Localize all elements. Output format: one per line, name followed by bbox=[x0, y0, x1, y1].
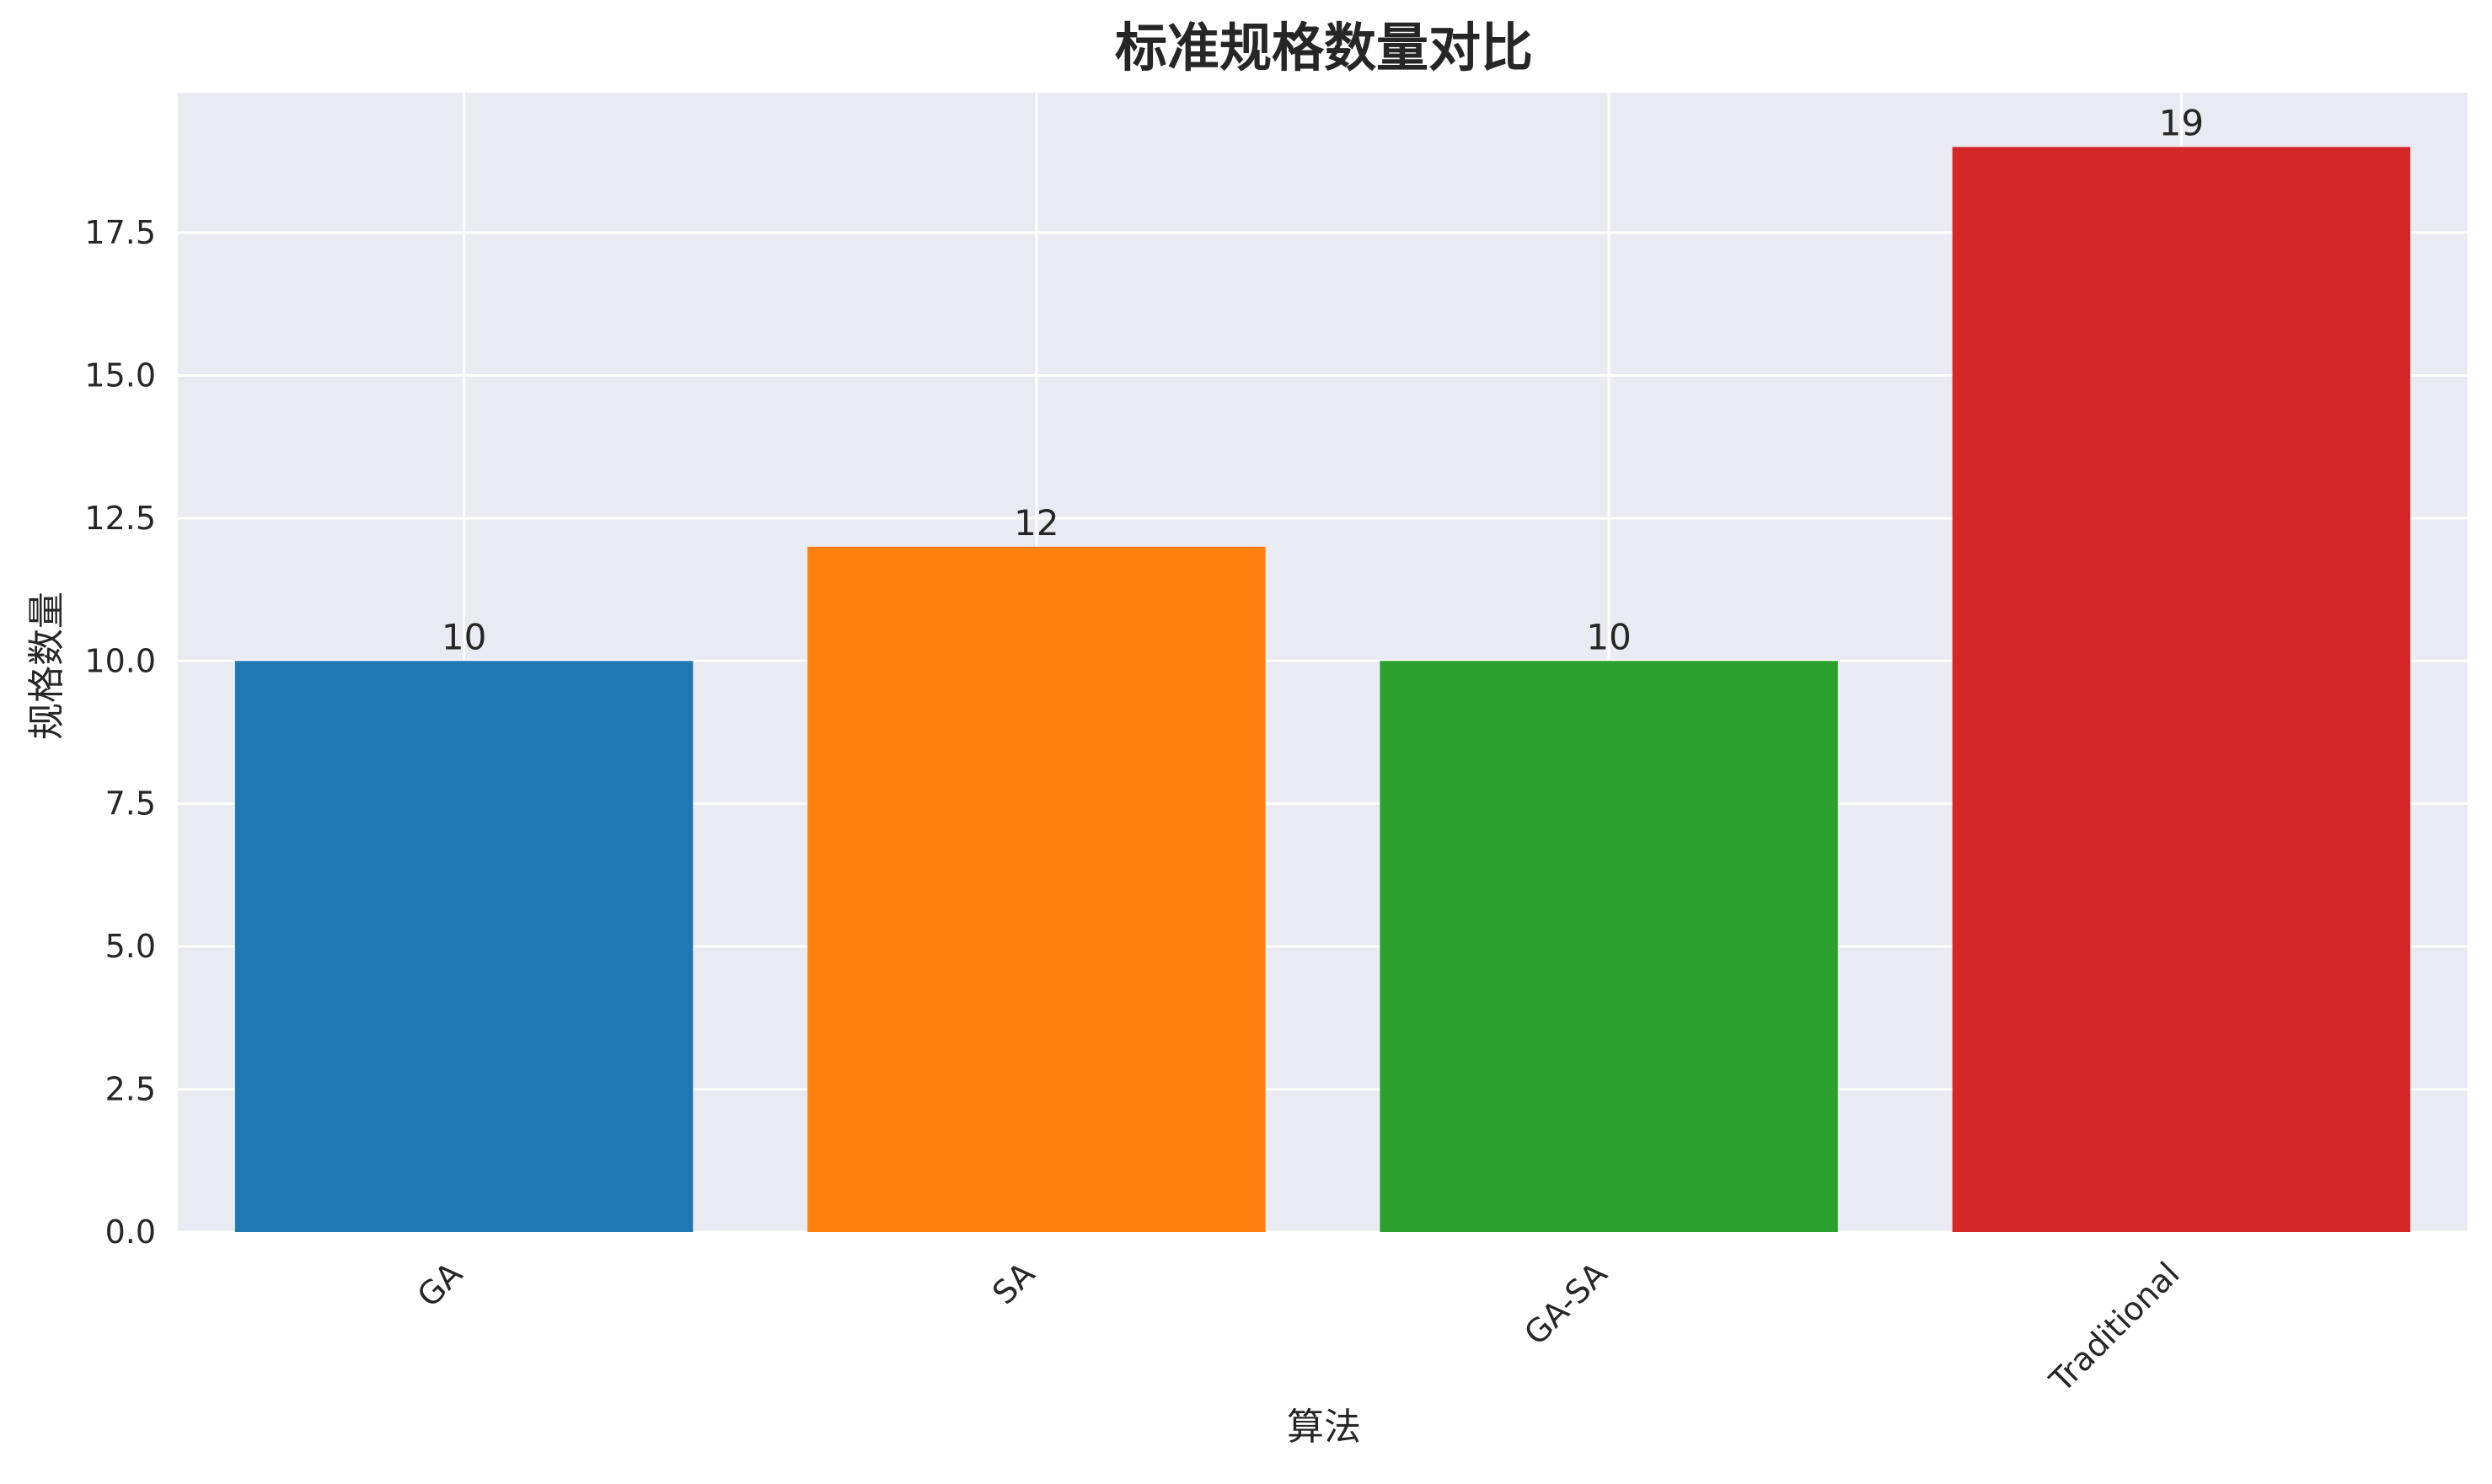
bar-traditional bbox=[1952, 147, 2411, 1232]
x-axis-label: 算法 bbox=[1287, 1406, 1361, 1449]
y-tick-label: 12.5 bbox=[84, 500, 156, 537]
y-axis-ticks: 0.0 2.5 5.0 7.5 10.0 12.5 15.0 17.5 bbox=[84, 214, 156, 1251]
data-labels: 10 12 10 19 bbox=[442, 102, 2204, 657]
y-tick-label: 10.0 bbox=[84, 642, 156, 679]
bar-ga bbox=[234, 661, 694, 1232]
y-axis-label: 规格数量 bbox=[25, 592, 68, 740]
y-tick-label: 2.5 bbox=[105, 1071, 156, 1108]
y-tick-label: 7.5 bbox=[105, 785, 156, 822]
bar-value-label: 19 bbox=[2159, 102, 2204, 143]
chart-title: 标准规格数量对比 bbox=[1115, 17, 1533, 78]
bar-value-label: 10 bbox=[442, 616, 486, 657]
bar-value-label: 10 bbox=[1586, 616, 1631, 657]
y-tick-label: 15.0 bbox=[84, 356, 156, 394]
bar-sa bbox=[807, 546, 1266, 1232]
bar-value-label: 12 bbox=[1014, 502, 1058, 544]
y-tick-label: 5.0 bbox=[105, 928, 156, 965]
y-tick-label: 0.0 bbox=[105, 1213, 156, 1251]
bars bbox=[234, 147, 2411, 1232]
bar-ga-sa bbox=[1380, 661, 1838, 1232]
y-tick-label: 17.5 bbox=[84, 214, 156, 251]
